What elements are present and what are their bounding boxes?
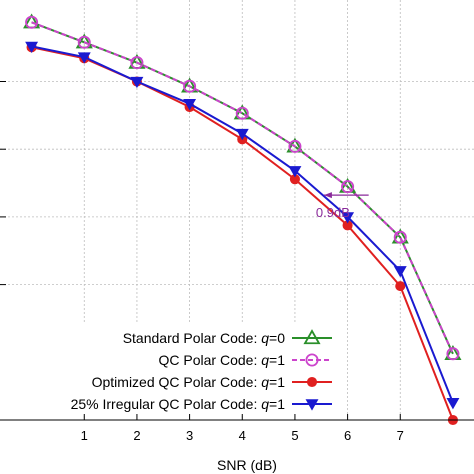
series-marker: [305, 399, 319, 411]
legend-label-name: 25% Irregular QC Polar Code:: [71, 396, 262, 412]
annotation-layer: 0.9dB: [316, 192, 369, 220]
legend-label: Optimized QC Polar Code: q=1: [92, 374, 286, 390]
legend-entry-1: Standard Polar Code: q=0: [123, 329, 332, 346]
series-marker: [77, 52, 91, 64]
series-marker: [130, 56, 144, 70]
series-marker: [235, 106, 249, 120]
x-tick-label: 7: [397, 428, 404, 443]
x-tick-label: 1: [81, 428, 88, 443]
legend-label-name: QC Polar Code:: [159, 352, 262, 368]
x-tick-label: 6: [344, 428, 351, 443]
legend-entry-2: QC Polar Code: q=1: [159, 352, 332, 368]
legend-label-value: =1: [269, 396, 285, 412]
series-marker: [130, 76, 144, 89]
legend-label-param: q: [261, 352, 269, 368]
series-layer: [23, 13, 462, 426]
series-marker: [288, 139, 302, 153]
series-4: [25, 41, 460, 410]
legend-label-param: q: [261, 396, 269, 412]
annotation-arrowhead: [323, 192, 332, 199]
legend-label-name: Optimized QC Polar Code:: [92, 374, 262, 390]
series-marker: [77, 35, 91, 49]
x-tick-label: 4: [239, 428, 246, 443]
x-tick-label: 3: [186, 428, 193, 443]
x-tick-label: 5: [291, 428, 298, 443]
legend-label-value: =1: [269, 352, 285, 368]
series-2: [25, 15, 460, 361]
x-axis-label: SNR (dB): [217, 457, 277, 473]
series-marker: [341, 212, 355, 224]
legend-label-param: q: [261, 374, 269, 390]
series-marker: [341, 180, 355, 194]
legend-label-name: Standard Polar Code:: [123, 330, 262, 346]
legend-entry-3: Optimized QC Polar Code: q=1: [92, 374, 332, 390]
grid: [0, 0, 474, 420]
series-marker: [305, 353, 319, 367]
series-marker: [395, 281, 406, 292]
x-tick-label: 2: [133, 428, 140, 443]
legend-label: QC Polar Code: q=1: [159, 352, 286, 368]
legend-entry-4: 25% Irregular QC Polar Code: q=1: [71, 396, 332, 412]
series-marker: [393, 230, 407, 244]
series-line: [31, 21, 454, 355]
series-marker: [446, 398, 460, 410]
series-marker: [25, 41, 39, 54]
legend-label: Standard Polar Code: q=0: [123, 330, 286, 346]
legend-box: [0, 322, 340, 414]
series-marker: [235, 128, 249, 141]
series-marker: [25, 15, 39, 29]
series-marker: [303, 329, 321, 345]
series-marker: [393, 266, 407, 278]
series-marker: [183, 79, 197, 93]
legend-label-value: =0: [269, 330, 285, 346]
series-marker: [306, 376, 318, 388]
legend-label: 25% Irregular QC Polar Code: q=1: [71, 396, 286, 412]
annotation-label: 0.9dB: [316, 205, 350, 220]
axes: 1 2 3 4 5 6 7: [0, 81, 474, 443]
series-marker: [183, 99, 197, 111]
series-marker: [288, 166, 302, 178]
legend-label-value: =1: [269, 374, 285, 390]
legend-label-param: q: [261, 330, 269, 346]
legend: Standard Polar Code: q=0QC Polar Code: q…: [0, 322, 340, 414]
series-marker: [446, 347, 460, 361]
